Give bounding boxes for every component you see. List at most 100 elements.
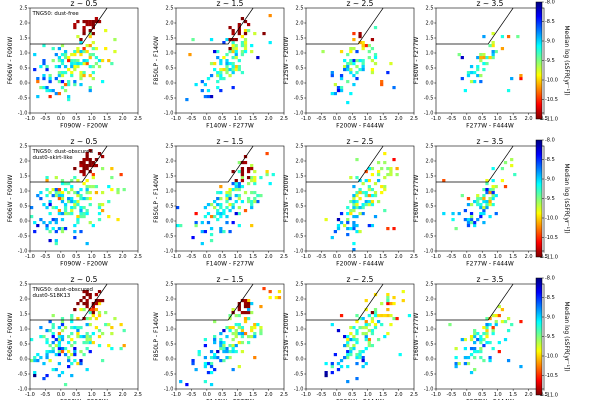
- heatmap-cell: [33, 221, 37, 225]
- heatmap-cell: [42, 335, 46, 339]
- heatmap-cell: [82, 161, 86, 165]
- x-tick-label: -0.5: [447, 254, 457, 260]
- heatmap-cell: [346, 68, 350, 72]
- y-tick-label: 0.0: [296, 357, 304, 363]
- heatmap-cell: [349, 350, 353, 354]
- y-axis-label: F160W - F277W: [413, 175, 420, 223]
- heatmap-cell: [339, 212, 344, 216]
- heatmap-cell: [463, 338, 468, 342]
- heatmap-cell: [485, 62, 489, 66]
- panel-title: z ~ 2.5: [347, 0, 374, 8]
- heatmap-cell: [110, 326, 114, 330]
- heatmap-cell: [395, 317, 399, 321]
- heatmap-cell: [100, 191, 105, 195]
- heatmap-cell: [246, 176, 251, 180]
- heatmap-cell: [246, 299, 251, 303]
- heatmap-cell: [367, 338, 371, 342]
- heatmap-cell: [97, 344, 102, 348]
- x-axis-label: F140W - F277W: [206, 123, 254, 130]
- heatmap-cell: [469, 335, 474, 339]
- heatmap-cell: [343, 335, 347, 339]
- heatmap-cell: [67, 98, 71, 102]
- heatmap-cell: [349, 326, 353, 330]
- heatmap-cell: [243, 41, 248, 45]
- heatmap-cell: [79, 71, 83, 75]
- heatmap-cell: [361, 332, 365, 336]
- heatmap-cell: [358, 206, 362, 210]
- heatmap-cell: [392, 158, 396, 162]
- heatmap-cell: [234, 53, 238, 57]
- heatmap-cell: [76, 332, 80, 336]
- heatmap-cell: [45, 89, 49, 93]
- y-tick-label: 0.5: [20, 204, 28, 210]
- heatmap-cell: [79, 215, 83, 219]
- heatmap-cell: [73, 83, 77, 87]
- heatmap-cell: [67, 197, 71, 201]
- heatmap-cell: [485, 329, 489, 333]
- heatmap-cell: [482, 212, 486, 216]
- x-tick-label: 1.5: [103, 254, 111, 260]
- x-tick-label: 0.0: [203, 116, 211, 122]
- heatmap-cell: [203, 206, 208, 210]
- x-tick-label: 0.0: [57, 116, 65, 122]
- heatmap-cell: [367, 167, 371, 171]
- heatmap-cell: [219, 74, 223, 78]
- heatmap-cell: [476, 200, 480, 204]
- x-tick-label: 0.0: [333, 392, 341, 398]
- heatmap-cell: [476, 197, 480, 201]
- heatmap-cell: [361, 317, 365, 321]
- x-tick-label: 2.5: [280, 254, 288, 260]
- panel-r3-c2: -1.0 -0.5 0.0 0.5 1.0 1.5 2.0 2.5-1.0-0.50.00.5…: [153, 275, 288, 400]
- heatmap-cell: [63, 188, 68, 192]
- heatmap-cell: [73, 224, 77, 228]
- heatmap-cell: [246, 182, 251, 186]
- heatmap-cell: [482, 56, 486, 60]
- heatmap-cell: [194, 212, 198, 216]
- heatmap-cell: [240, 335, 245, 339]
- heatmap-cell: [67, 350, 71, 354]
- heatmap-cell: [346, 218, 350, 222]
- heatmap-cell: [45, 65, 49, 69]
- heatmap-cell: [389, 170, 393, 174]
- heatmap-cell: [94, 308, 99, 312]
- heatmap-cell: [234, 329, 238, 333]
- heatmap-cell: [228, 62, 232, 66]
- heatmap-cell: [466, 218, 471, 222]
- colorbar-label: Median log (sSFR[yr⁻¹]): [563, 163, 570, 233]
- heatmap-cell: [488, 317, 492, 321]
- heatmap-cell: [48, 350, 52, 354]
- heatmap-cell: [88, 74, 92, 78]
- heatmap-cell: [324, 362, 328, 366]
- heatmap-cell: [76, 302, 80, 306]
- heatmap-cell: [85, 152, 89, 156]
- x-tick-label: 0.5: [348, 254, 356, 260]
- heatmap-cell: [70, 53, 74, 57]
- y-tick-label: -1.0: [294, 111, 304, 117]
- heatmap-cell: [76, 221, 80, 225]
- heatmap-cell: [82, 335, 86, 339]
- heatmap-cell: [216, 197, 220, 201]
- heatmap-cell: [88, 161, 92, 165]
- heatmap-cell: [265, 152, 269, 156]
- heatmap-cell: [364, 179, 368, 183]
- x-tick-label: 0.5: [348, 116, 356, 122]
- x-tick-label: 0.5: [478, 254, 486, 260]
- axes-frame: [175, 145, 285, 252]
- heatmap-cell: [48, 191, 52, 195]
- heatmap-cell: [191, 38, 195, 42]
- heatmap-cell: [73, 65, 77, 69]
- y-tick-label: 2.5: [426, 282, 434, 288]
- axes-frame: [29, 145, 139, 252]
- heatmap-cell: [237, 305, 241, 309]
- heatmap-cell: [473, 224, 477, 228]
- heatmap-cell: [60, 200, 65, 204]
- colorbar-tick-label: -10.0: [545, 78, 558, 84]
- heatmap-cell: [473, 350, 477, 354]
- x-tick-label: 2.0: [119, 392, 127, 398]
- heatmap-cell: [364, 326, 368, 330]
- heatmap-cell: [346, 206, 350, 210]
- heatmap-cell: [370, 59, 375, 63]
- quiescent-boundary-line: [306, 283, 384, 321]
- heatmap-cell: [33, 230, 37, 234]
- heatmap-cell: [209, 95, 214, 99]
